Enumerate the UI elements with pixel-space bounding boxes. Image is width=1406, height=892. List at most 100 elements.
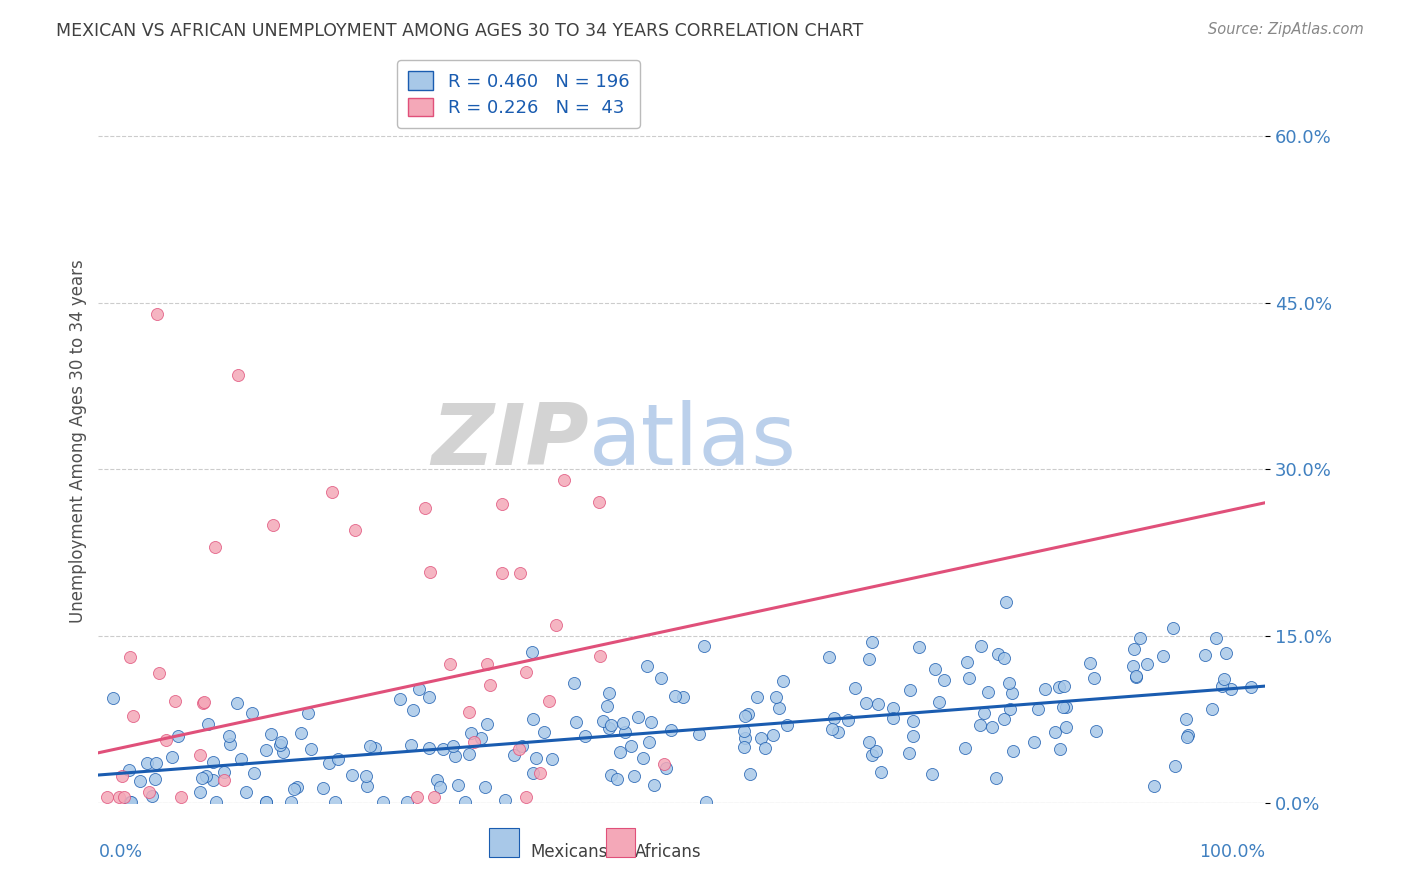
Point xyxy=(388,692,411,706)
Point xyxy=(654,756,676,771)
Point xyxy=(160,750,183,764)
Point xyxy=(478,678,501,692)
Point xyxy=(491,566,513,581)
Point xyxy=(441,739,464,753)
Point xyxy=(921,767,943,781)
Point xyxy=(396,795,419,809)
Point xyxy=(429,780,451,794)
Point xyxy=(477,716,499,731)
Point xyxy=(533,724,555,739)
Point xyxy=(598,721,620,735)
Point xyxy=(120,795,142,809)
Point xyxy=(1129,631,1152,645)
Point xyxy=(359,739,381,753)
Point xyxy=(1033,682,1056,697)
Point xyxy=(844,681,866,695)
Point xyxy=(606,772,628,786)
FancyBboxPatch shape xyxy=(606,828,636,857)
Point xyxy=(600,768,623,782)
Point xyxy=(460,726,482,740)
Point xyxy=(827,725,849,739)
Point xyxy=(860,634,883,648)
Point xyxy=(522,712,544,726)
Point xyxy=(692,639,714,653)
Point xyxy=(270,735,292,749)
Point xyxy=(228,368,250,382)
Text: Source: ZipAtlas.com: Source: ZipAtlas.com xyxy=(1208,22,1364,37)
Point xyxy=(1205,631,1227,645)
Point xyxy=(655,761,678,775)
Point xyxy=(229,752,252,766)
Point xyxy=(413,501,436,516)
Point xyxy=(858,652,880,666)
Point xyxy=(986,771,1008,785)
Point xyxy=(1201,701,1223,715)
Point xyxy=(290,726,312,740)
Point xyxy=(312,781,335,796)
Point xyxy=(981,720,1004,734)
Point xyxy=(898,683,921,698)
Point xyxy=(870,764,893,779)
Point xyxy=(882,711,904,725)
Point xyxy=(754,741,776,756)
Point xyxy=(969,718,991,732)
Point xyxy=(212,773,235,788)
Point xyxy=(141,789,163,803)
Point xyxy=(510,739,533,754)
Point xyxy=(562,675,585,690)
Point xyxy=(772,674,794,689)
Point xyxy=(408,682,430,697)
Point xyxy=(271,745,294,759)
Point xyxy=(993,651,1015,665)
Point xyxy=(1052,699,1074,714)
Point xyxy=(953,740,976,755)
Point xyxy=(858,735,880,749)
Point xyxy=(363,741,385,756)
Text: atlas: atlas xyxy=(589,400,797,483)
Point xyxy=(444,749,467,764)
Point xyxy=(502,747,524,762)
Point xyxy=(167,730,190,744)
Point xyxy=(283,782,305,797)
Point xyxy=(165,693,187,707)
Point xyxy=(146,307,169,321)
Point xyxy=(1143,779,1166,793)
Point xyxy=(426,773,449,788)
Point xyxy=(565,714,588,729)
Point xyxy=(118,650,141,665)
Point xyxy=(128,774,150,789)
Point xyxy=(749,731,772,745)
Point xyxy=(344,524,367,538)
Point xyxy=(107,790,129,805)
Point xyxy=(323,795,346,809)
Point xyxy=(924,662,946,676)
Point xyxy=(636,659,658,673)
Point xyxy=(188,785,211,799)
Point xyxy=(865,744,887,758)
Point xyxy=(508,742,530,756)
Point xyxy=(191,696,214,710)
Point xyxy=(908,640,931,655)
Point xyxy=(148,665,170,680)
Point xyxy=(596,699,619,714)
Point xyxy=(897,746,920,760)
Point xyxy=(643,778,665,792)
Point xyxy=(509,566,531,580)
Text: Africans: Africans xyxy=(636,843,702,861)
Point xyxy=(934,673,956,688)
Text: ZIP: ZIP xyxy=(430,400,589,483)
Point xyxy=(901,714,924,729)
Point xyxy=(1213,672,1236,686)
Point xyxy=(402,703,425,717)
Point xyxy=(418,740,440,755)
Point xyxy=(225,696,247,710)
Point xyxy=(973,706,995,721)
Point xyxy=(956,655,979,669)
Point xyxy=(491,497,513,511)
Point xyxy=(1001,686,1024,700)
Point xyxy=(326,752,349,766)
Point xyxy=(143,772,166,786)
Point xyxy=(574,729,596,743)
Point xyxy=(538,694,561,708)
Text: Mexicans: Mexicans xyxy=(530,843,607,861)
